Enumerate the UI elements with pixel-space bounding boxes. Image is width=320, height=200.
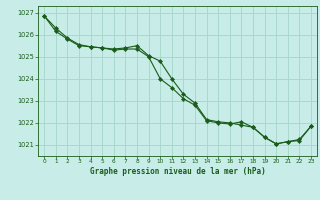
X-axis label: Graphe pression niveau de la mer (hPa): Graphe pression niveau de la mer (hPa): [90, 167, 266, 176]
